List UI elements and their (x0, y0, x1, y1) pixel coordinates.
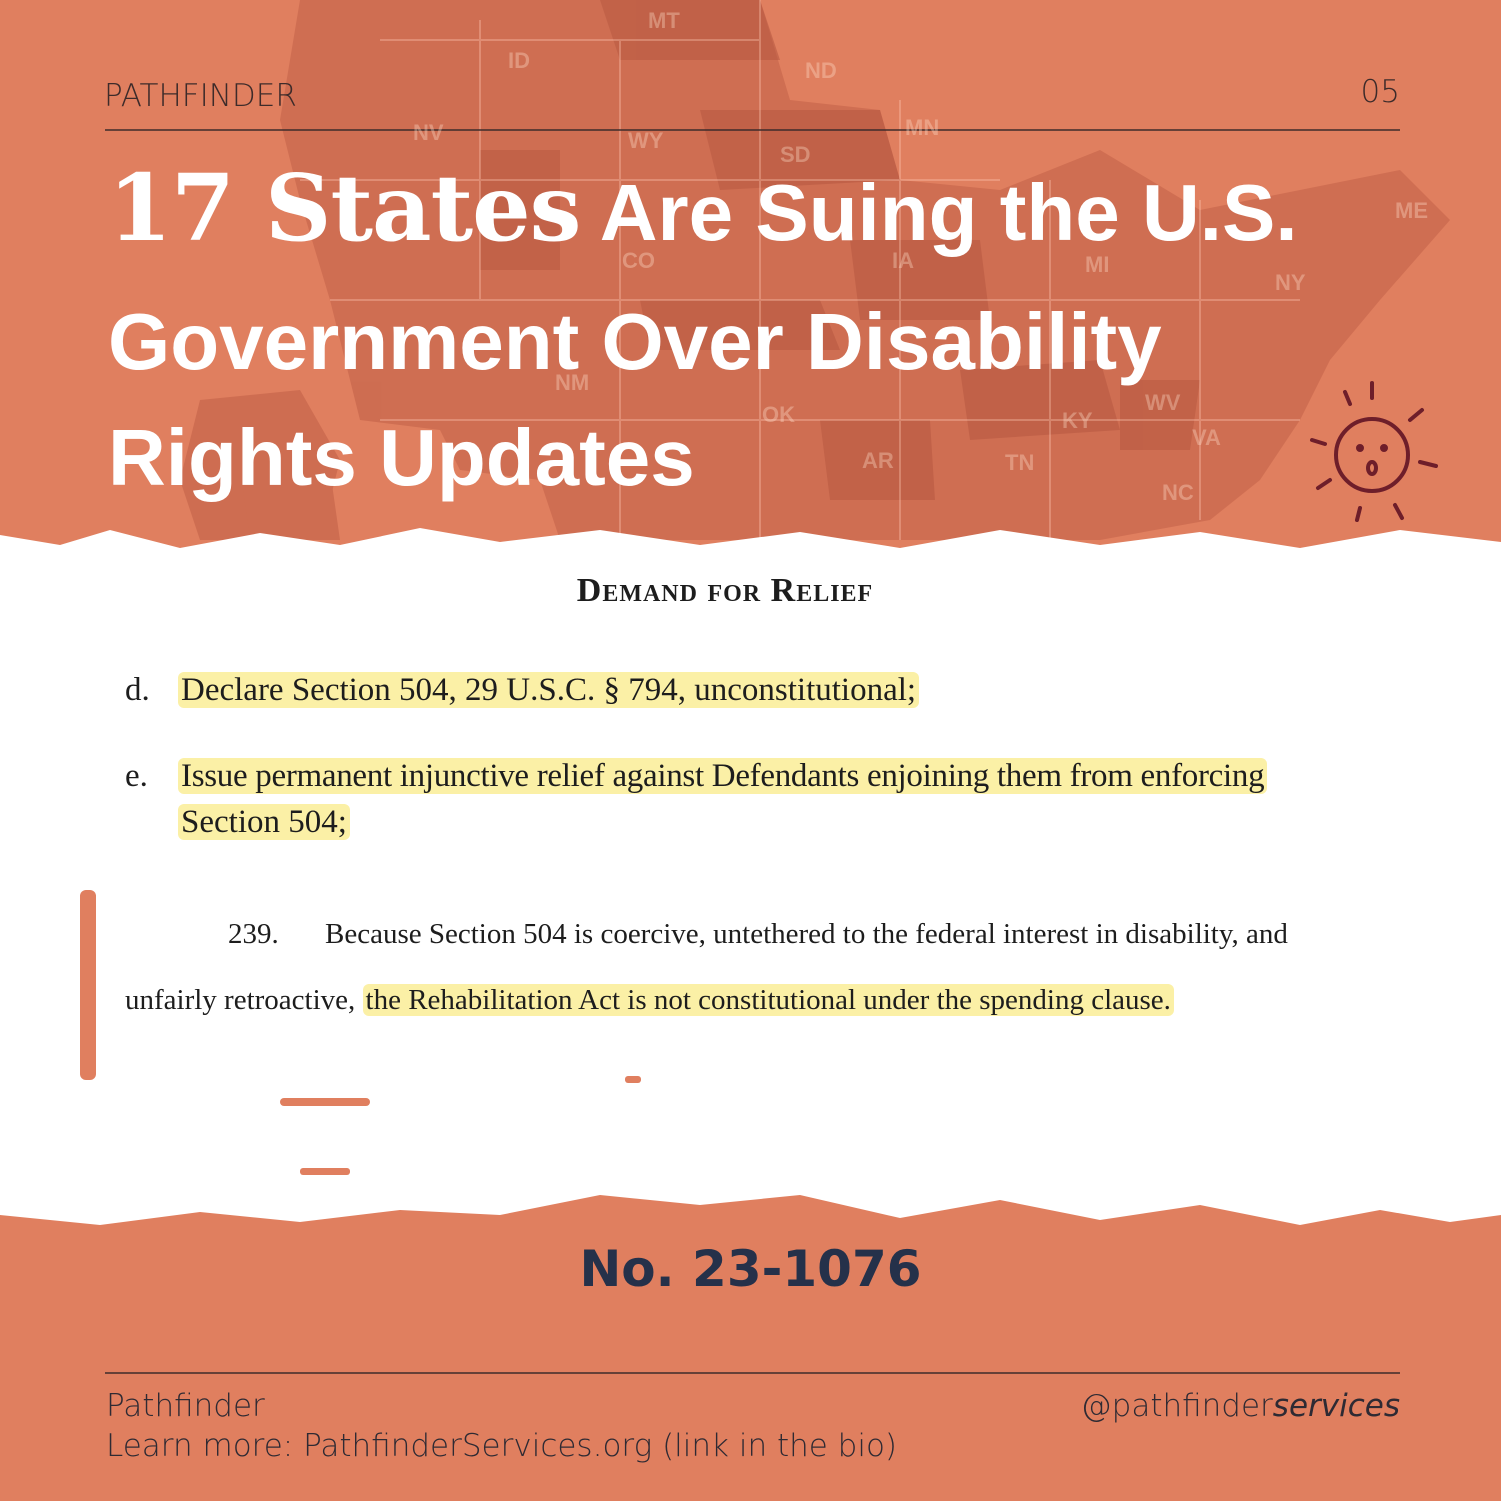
map-label: MI (1085, 252, 1110, 277)
map-label: KY (1062, 408, 1093, 433)
map-label: WY (628, 128, 664, 153)
map-label: SD (780, 142, 811, 167)
item-marker: d. (125, 672, 150, 708)
map-label: AR (862, 448, 894, 473)
highlight: Section 504; (178, 804, 350, 840)
map-label: ID (508, 48, 530, 73)
highlight: Declare Section 504, 29 U.S.C. § 794, un… (178, 672, 920, 708)
plain-text: unfairly retroactive, (125, 984, 356, 1016)
highlight: Issue permanent injunctive relief agains… (178, 758, 1268, 794)
case-number: No. 23-1076 (579, 1240, 922, 1298)
item-marker: e. (125, 758, 148, 794)
footer-link: Learn more: PathfinderServices.org (link… (106, 1428, 898, 1464)
doc-heading: Demand for Relief (576, 572, 874, 609)
handle-italic: services (1272, 1388, 1400, 1424)
map-label: NY (1275, 270, 1306, 295)
map-label: VA (1192, 425, 1221, 450)
map-label: CO (622, 248, 655, 273)
title-line: Rights Updates (108, 413, 695, 502)
item-text: Issue permanent injunctive relief agains… (178, 758, 1268, 795)
map-label: ME (1395, 198, 1428, 223)
paragraph-text: Because Section 504 is coercive, untethe… (325, 918, 1288, 950)
map-label: OK (762, 402, 795, 427)
item-text: Declare Section 504, 29 U.S.C. § 794, un… (178, 672, 920, 709)
sun-doodle (1310, 381, 1438, 522)
title-line: Government Over Disability (108, 297, 1162, 386)
item-text: Section 504; (178, 804, 350, 841)
title-line: 17 States Are Suing the U.S. (108, 162, 1298, 254)
handle: @pathfinder (1080, 1388, 1273, 1424)
highlight: the Rehabilitation Act is not constituti… (362, 984, 1174, 1016)
map-label: NV (413, 120, 444, 145)
map-label: WV (1145, 390, 1181, 415)
paragraph-text: unfairly retroactive, the Rehabilitation… (125, 984, 1174, 1017)
torn-paper (0, 528, 1501, 1225)
page-number: 05 (1360, 74, 1400, 110)
footer-brand: Pathfinder (106, 1388, 265, 1424)
brand: PATHFINDER (104, 78, 297, 114)
title-text: Are Suing the U.S. (599, 168, 1298, 257)
map-label: IA (892, 248, 914, 273)
paragraph-number: 239. (228, 918, 279, 950)
map-label: MN (905, 115, 940, 140)
map-label: TN (1005, 450, 1035, 475)
map-label: ND (805, 58, 837, 83)
map-label: NM (555, 370, 590, 395)
map-label: NC (1162, 480, 1194, 505)
footer-handle: @pathfinderservices (1081, 1388, 1400, 1424)
title-emphasis: 17 States (108, 154, 581, 262)
map-label: MT (648, 8, 680, 33)
